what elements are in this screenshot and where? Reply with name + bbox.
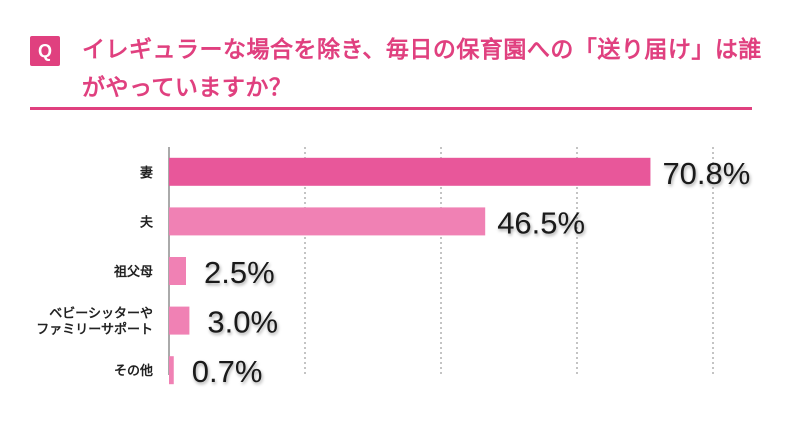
- category-label-4-line-1: ベビーシッターや: [49, 306, 153, 322]
- category-label-4-line-2: ファミリーサポート: [36, 322, 153, 338]
- category-label-3: 祖父母: [113, 264, 153, 280]
- question-badge: Q: [30, 36, 60, 66]
- value-label-3: 2.5%: [204, 255, 275, 290]
- bar-4: [169, 306, 190, 335]
- bar-3: [169, 257, 186, 285]
- bar-5: [169, 356, 174, 385]
- bar-1: [169, 157, 651, 186]
- value-label-1: 70.8%: [662, 156, 750, 191]
- bar-2: [169, 207, 486, 236]
- title-divider: [30, 107, 752, 110]
- value-label-2: 46.5%: [497, 205, 585, 240]
- value-label-5: 0.7%: [192, 354, 263, 389]
- category-label-2: 夫: [140, 214, 154, 230]
- category-label-1: 妻: [140, 165, 153, 181]
- question-text: イレギュラーな場合を除き、毎日の保育園への「送り届け」は誰がやっていますか？: [82, 37, 762, 101]
- category-label-5: その他: [114, 363, 153, 379]
- value-label-4: 3.0%: [207, 305, 278, 340]
